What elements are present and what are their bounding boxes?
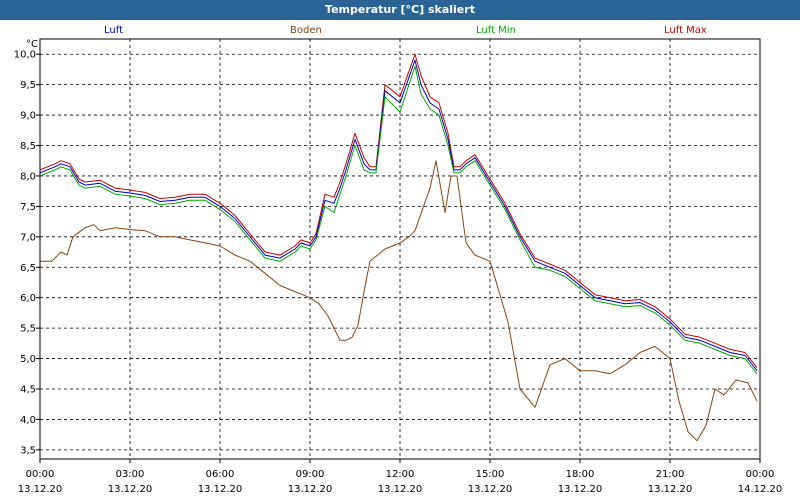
x-tick-date-label: 13.12.20	[558, 484, 603, 495]
plot-area-frame	[39, 38, 761, 460]
window-title: Temperatur [°C] skaliert	[0, 0, 800, 20]
y-tick-label: 5,5	[20, 324, 36, 335]
y-tick-label: 8,5	[20, 141, 36, 152]
x-tick-time-label: 00:00	[26, 469, 55, 480]
series-line-boden	[40, 160, 758, 442]
y-tick-label: 7,0	[20, 232, 36, 243]
y-tick-label: 8,0	[20, 171, 36, 182]
series-line-luft	[39, 59, 758, 372]
legend-boden: Boden	[290, 25, 322, 36]
y-tick-label: 10,0	[14, 50, 36, 61]
x-tick-time-label: 06:00	[206, 469, 235, 480]
x-tick-date-label: 13.12.20	[468, 484, 513, 495]
y-tick-label: 4,0	[20, 415, 36, 426]
legend-luft-min: Luft Min	[476, 25, 516, 36]
x-tick-date-label: 13.12.20	[378, 484, 423, 495]
x-tick-date-label: 13.12.20	[288, 484, 333, 495]
y-tick-label: 5,0	[20, 354, 36, 365]
legend-luft: Luft	[104, 25, 123, 36]
x-tick-date-label: 14.12.20	[738, 484, 783, 495]
series-line-luft-min	[39, 65, 758, 375]
x-tick-time-label: 21:00	[656, 469, 685, 480]
y-tick-label: 7,5	[20, 202, 36, 213]
x-tick-date-label: 13.12.20	[108, 484, 153, 495]
y-axis-unit-label: °C	[26, 39, 38, 50]
legend-luft-max: Luft Max	[664, 25, 707, 36]
y-tick-label: 9,5	[20, 80, 36, 91]
x-tick-time-label: 09:00	[296, 469, 325, 480]
y-tick-label: 3,5	[20, 445, 36, 456]
y-tick-label: 9,0	[20, 111, 36, 122]
x-tick-date-label: 13.12.20	[198, 484, 243, 495]
x-tick-time-label: 15:00	[476, 469, 505, 480]
x-tick-time-label: 12:00	[386, 469, 415, 480]
x-tick-date-label: 13.12.20	[648, 484, 693, 495]
y-tick-label: 6,5	[20, 263, 36, 274]
y-tick-label: 4,5	[20, 385, 36, 396]
x-tick-date-label: 13.12.20	[18, 484, 63, 495]
x-tick-time-label: 00:00	[746, 469, 775, 480]
y-tick-label: 6,0	[20, 293, 36, 304]
x-tick-time-label: 03:00	[116, 469, 145, 480]
x-tick-time-label: 18:00	[566, 469, 595, 480]
